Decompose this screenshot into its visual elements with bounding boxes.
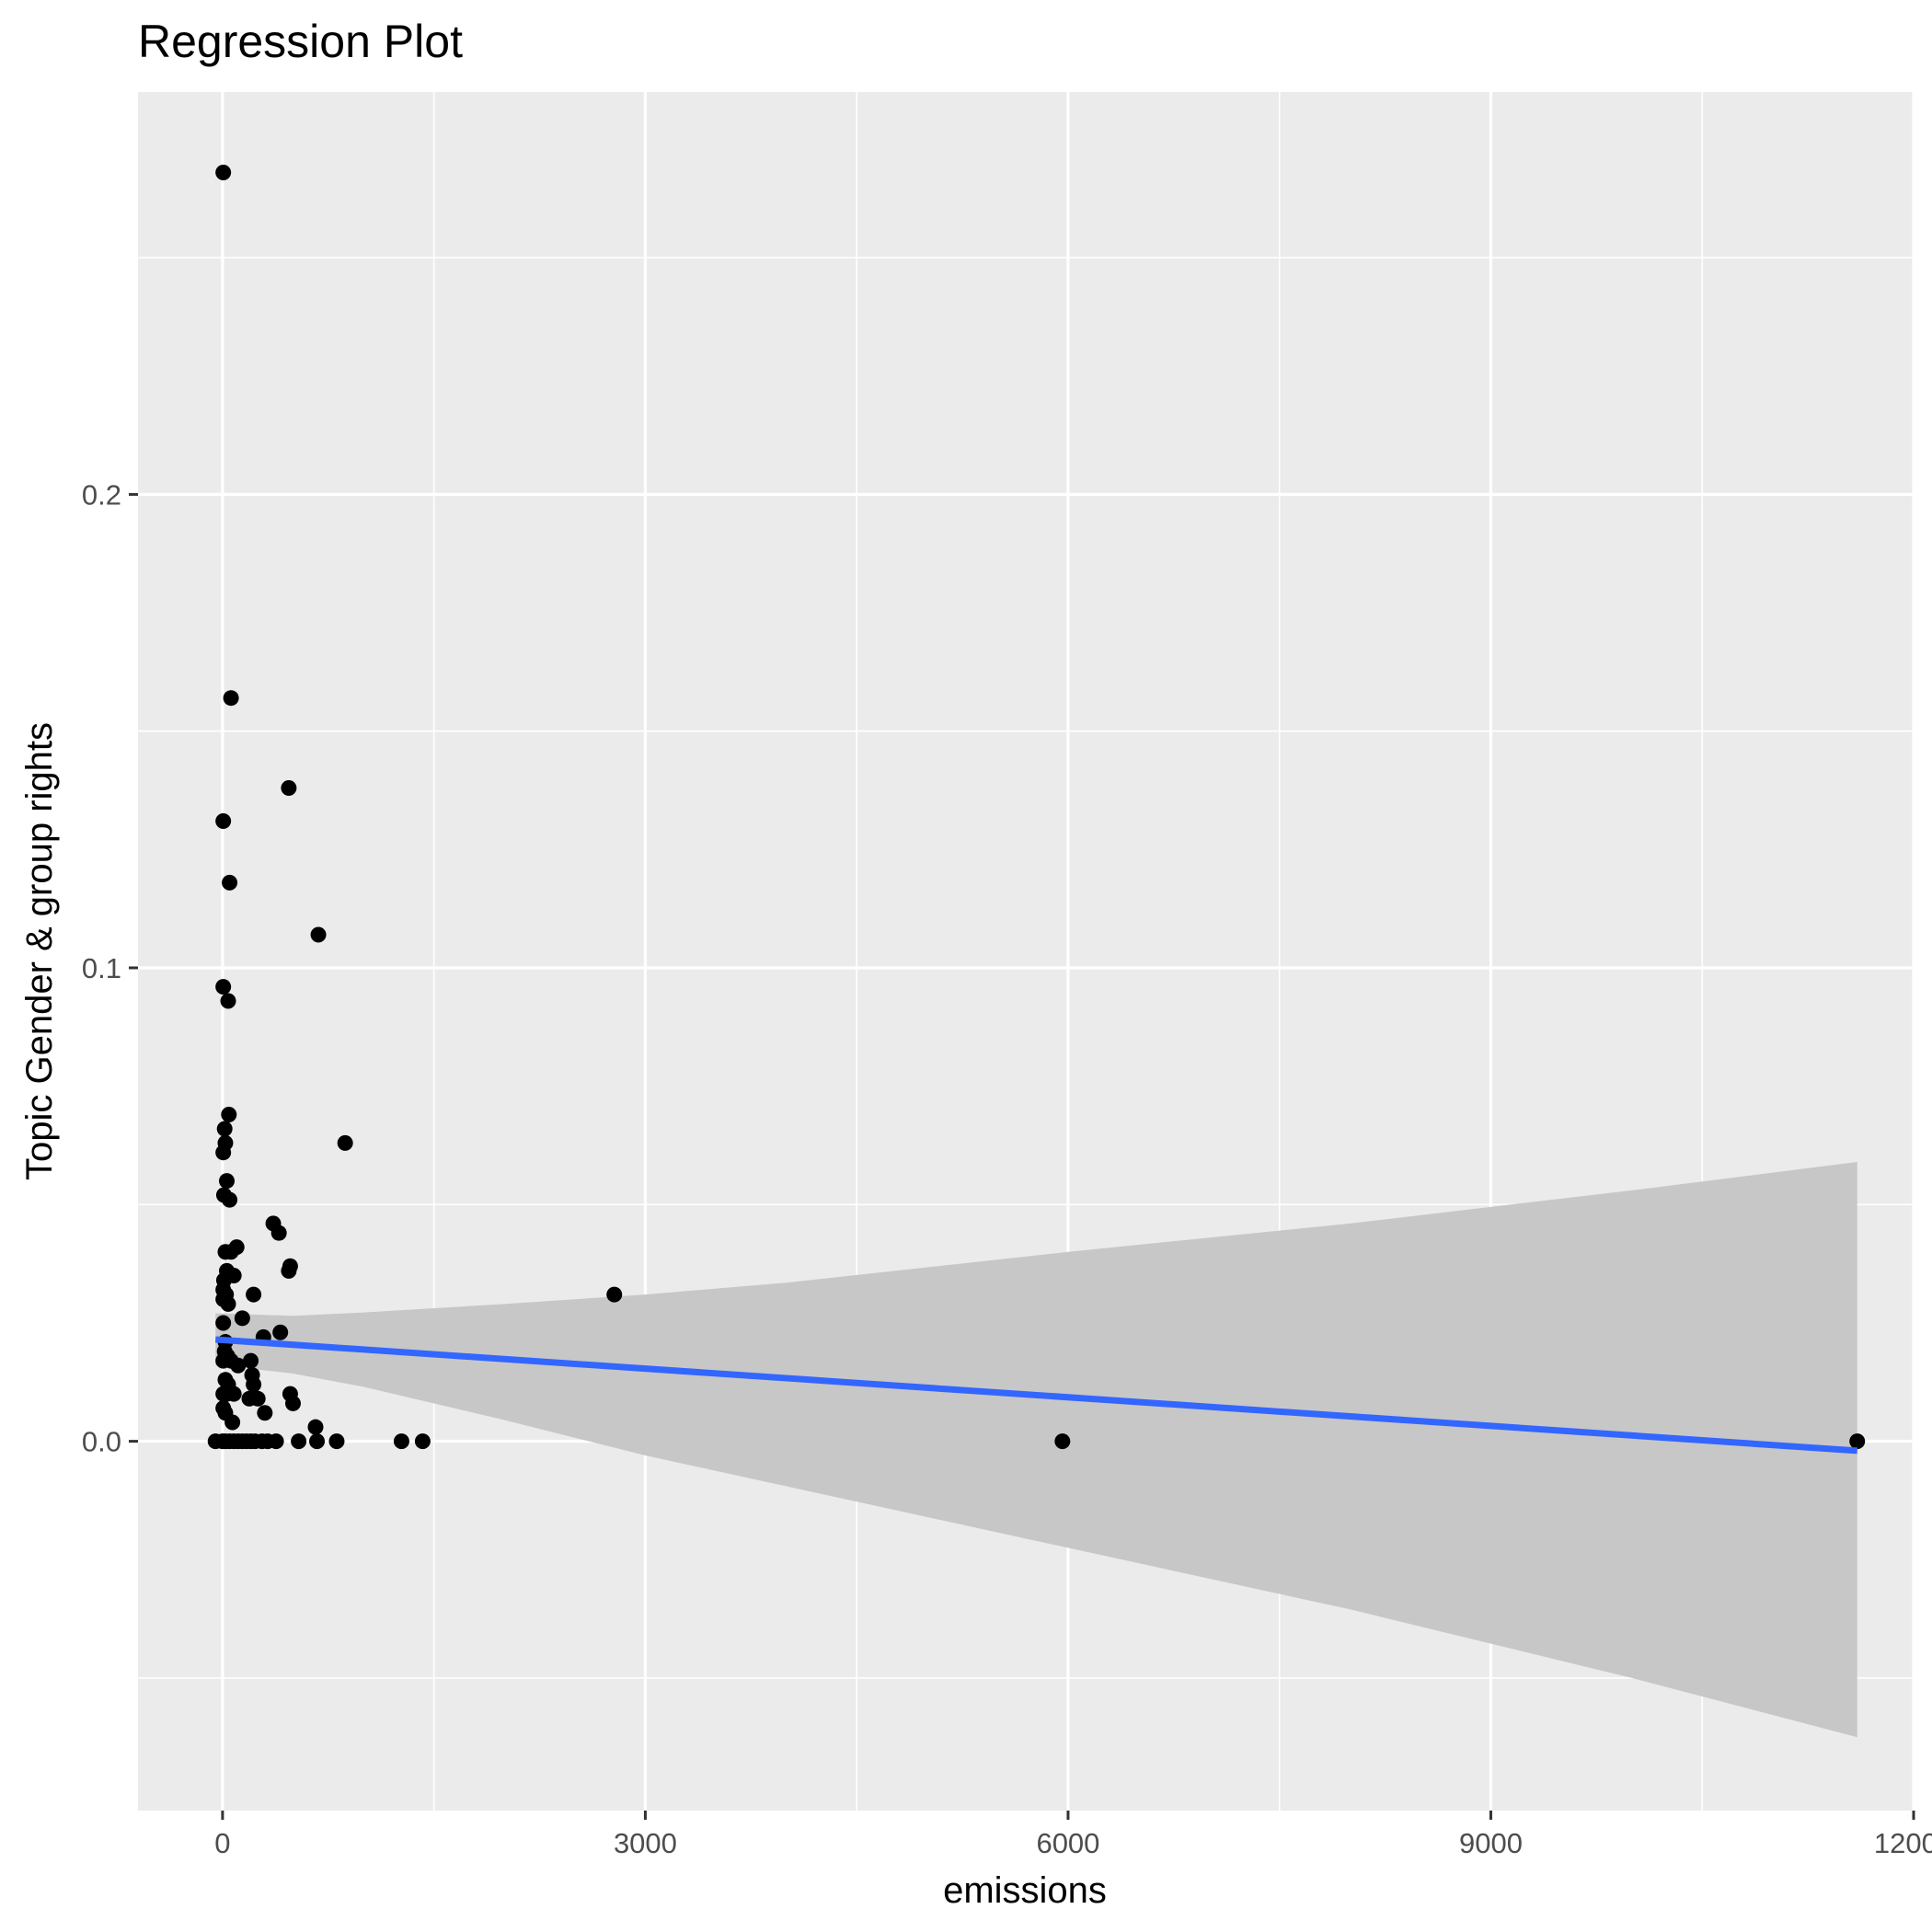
y-axis: 0.0 0.1 0.2 [82, 478, 138, 1458]
data-point [309, 1433, 326, 1450]
y-tick-label: 0.2 [82, 478, 121, 511]
confidence-band [215, 1161, 1857, 1738]
data-point [249, 1390, 266, 1407]
data-point [393, 1433, 409, 1450]
data-point [224, 1414, 241, 1431]
data-point [246, 1376, 262, 1393]
data-point [219, 1173, 235, 1190]
data-point [220, 1295, 236, 1312]
data-point [222, 1191, 238, 1208]
data-point [230, 1357, 247, 1374]
y-tick-label: 0.1 [82, 952, 121, 984]
data-point [234, 1310, 250, 1327]
data-point [270, 1225, 287, 1241]
data-point [216, 1121, 233, 1137]
data-point [215, 1315, 232, 1331]
y-axis-title: Topic Gender & group rights [19, 722, 60, 1180]
data-point [215, 812, 232, 829]
data-point [281, 1262, 297, 1279]
data-point [337, 1134, 353, 1151]
data-point [1054, 1433, 1071, 1450]
x-tick-label: 0 [214, 1827, 230, 1859]
data-point [215, 1144, 232, 1161]
regression-line [215, 1336, 1857, 1455]
data-point [284, 1395, 301, 1411]
data-point [606, 1286, 623, 1303]
data-point [222, 874, 238, 891]
data-point [307, 1419, 324, 1435]
data-point [281, 779, 297, 796]
data-point [223, 690, 239, 707]
data-point [310, 926, 327, 943]
chart-title: Regression Plot [138, 16, 463, 67]
data-point [414, 1433, 431, 1450]
data-point [272, 1324, 289, 1340]
data-point [268, 1433, 284, 1450]
data-point [215, 164, 232, 180]
scatter-points [207, 164, 1866, 1450]
data-point [215, 979, 232, 995]
data-point [1849, 1433, 1866, 1450]
data-point [246, 1286, 262, 1303]
data-point [225, 1386, 242, 1402]
data-point [221, 1107, 237, 1123]
data-point [257, 1405, 273, 1421]
x-axis-title: emissions [943, 1870, 1107, 1911]
data-point [223, 1244, 239, 1260]
data-point [291, 1433, 307, 1450]
x-tick-label: 6000 [1036, 1827, 1099, 1859]
data-point [220, 993, 236, 1009]
x-tick-label: 9000 [1459, 1827, 1523, 1859]
y-tick-label: 0.0 [82, 1426, 121, 1458]
x-tick-label: 3000 [614, 1827, 677, 1859]
data-point [243, 1352, 259, 1369]
data-point [328, 1433, 345, 1450]
